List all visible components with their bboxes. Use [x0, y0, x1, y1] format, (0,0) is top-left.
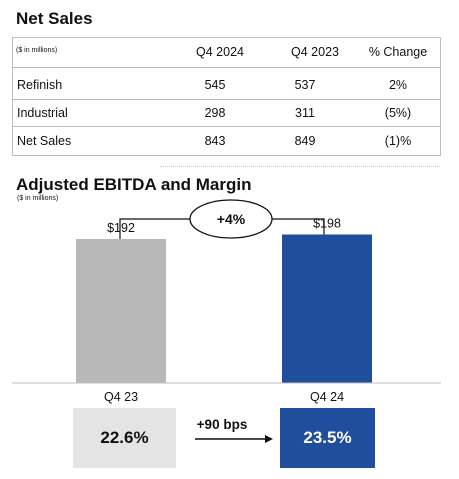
row-label: Industrial	[17, 106, 68, 120]
cell-change: (5%)	[384, 106, 412, 120]
margin-box-q4-23: 22.6%	[73, 408, 176, 468]
growth-label: +4%	[217, 211, 246, 227]
table-row-divider	[12, 99, 440, 100]
cell-q4-2023: 537	[294, 78, 316, 92]
cell-change: (1)%	[384, 134, 412, 148]
bar-value-label: $192	[107, 221, 135, 235]
cell-q4-2024: 843	[204, 134, 226, 148]
ebitda-title: Adjusted EBITDA and Margin	[16, 175, 252, 194]
cell-q4-2024: 545	[204, 78, 226, 92]
table-row-divider	[12, 126, 440, 127]
row-label: Net Sales	[17, 134, 72, 148]
cell-q4-2023: 311	[295, 106, 315, 120]
bar-value-label: $198	[313, 217, 341, 231]
margin-value-q4-23: 22.6%	[100, 428, 149, 447]
table-bottom-border	[12, 155, 440, 156]
cell-q4-2023: 849	[294, 134, 316, 148]
column-header: Q4 2023	[291, 45, 339, 59]
table-left-border	[12, 37, 13, 156]
cell-change: 2%	[388, 78, 408, 92]
table-unit-note: ($ in millions)	[16, 47, 58, 54]
bar-q4-23	[76, 239, 166, 383]
net-sales-title: Net Sales	[16, 9, 93, 28]
cell-q4-2024: 298	[204, 106, 226, 120]
table-right-border	[440, 37, 441, 156]
growth-ellipse	[189, 199, 273, 239]
section-divider	[160, 166, 440, 167]
row-label: Refinish	[17, 78, 63, 92]
column-header: Q4 2024	[196, 45, 244, 59]
margin-change-arrowhead	[265, 435, 273, 443]
bars-layer: $192 Q4 23 $198 Q4 24	[76, 217, 372, 404]
table-header-border	[12, 67, 440, 68]
table-top-border	[12, 37, 440, 38]
column-header: % Change	[368, 45, 428, 59]
category-label: Q4 23	[104, 390, 138, 404]
category-label: Q4 24	[310, 390, 344, 404]
growth-connector-right	[272, 218, 325, 238]
margin-value-q4-24: 23.5%	[303, 428, 352, 447]
bar-q4-24	[282, 234, 372, 383]
margin-change-label: +90 bps	[197, 417, 248, 432]
ebitda-unit-note: ($ in millions)	[17, 195, 59, 202]
margin-box-q4-24: 23.5%	[280, 408, 375, 468]
